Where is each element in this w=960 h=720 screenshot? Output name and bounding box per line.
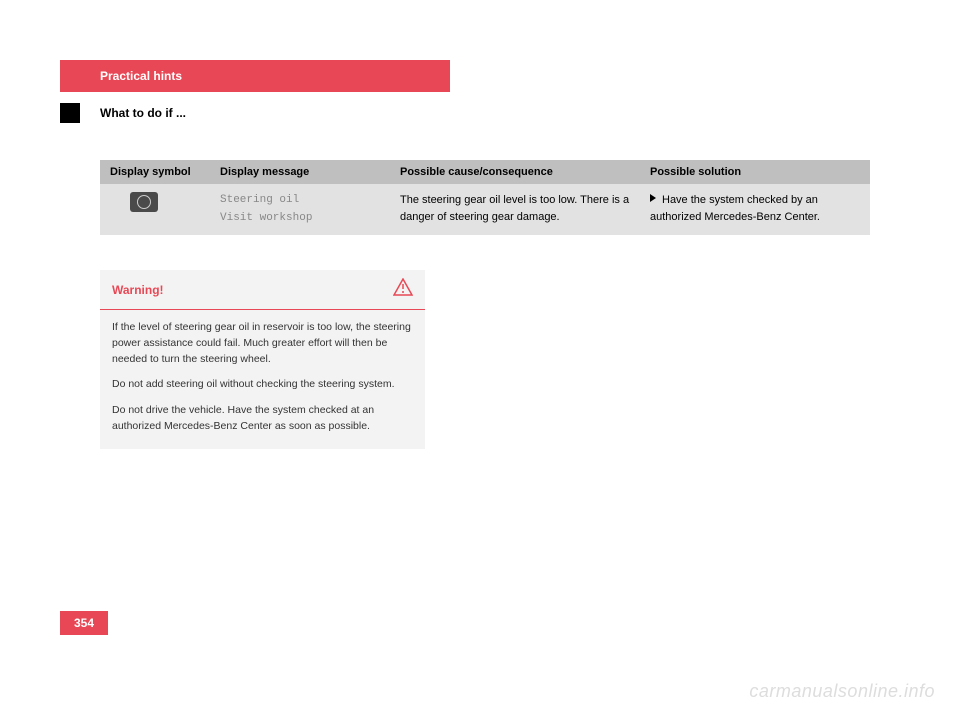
cell-solution: Have the system checked by an authorized… (640, 184, 870, 235)
section-header-tab: Practical hints (60, 60, 450, 92)
warning-header: Warning! (100, 270, 425, 310)
warning-p2: Do not add steering oil without checking… (112, 377, 413, 393)
warning-triangle-icon (393, 278, 413, 301)
th-cause: Possible cause/consequence (390, 160, 640, 184)
page-number: 354 (60, 611, 108, 635)
msg-line1: Steering oil (220, 192, 380, 210)
cell-cause: The steering gear oil level is too low. … (390, 184, 640, 235)
cell-symbol (100, 184, 210, 235)
th-symbol: Display symbol (100, 160, 210, 184)
page-number-text: 354 (74, 616, 94, 630)
msg-line2: Visit workshop (220, 210, 380, 228)
warning-title: Warning! (112, 283, 164, 297)
section-header-label: Practical hints (100, 69, 182, 83)
steering-wheel-icon (130, 192, 158, 212)
th-solution: Possible solution (640, 160, 870, 184)
watermark: carmanualsonline.info (749, 681, 935, 702)
warning-box: Warning! If the level of steering gear o… (100, 270, 425, 449)
bullet-icon (650, 194, 656, 202)
table-header-row: Display symbol Display message Possible … (100, 160, 870, 184)
warning-p3: Do not drive the vehicle. Have the syste… (112, 403, 413, 435)
cell-message: Steering oil Visit workshop (210, 184, 390, 235)
subheader-marker (60, 103, 80, 123)
subheader-text: What to do if ... (100, 106, 186, 120)
th-message: Display message (210, 160, 390, 184)
diagnostic-table: Display symbol Display message Possible … (100, 160, 870, 235)
solution-text: Have the system checked by an authorized… (650, 194, 820, 223)
warning-p1: If the level of steering gear oil in res… (112, 320, 413, 367)
subheader-row: What to do if ... (60, 103, 186, 123)
warning-body: If the level of steering gear oil in res… (100, 310, 425, 449)
table-row: Steering oil Visit workshop The steering… (100, 184, 870, 235)
